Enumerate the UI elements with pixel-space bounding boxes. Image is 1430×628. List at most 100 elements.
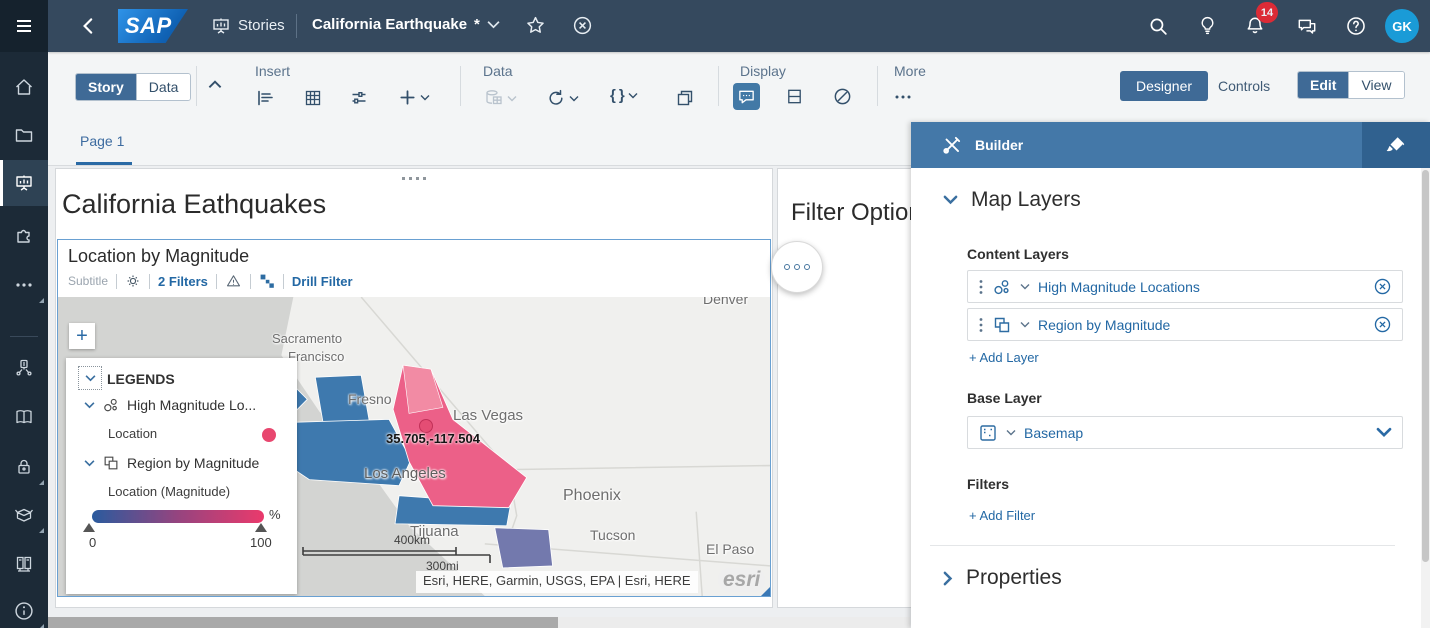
sidebar-item-about[interactable]: [0, 588, 48, 628]
chevron-down-icon[interactable]: [1006, 429, 1016, 436]
formula-button[interactable]: { }: [610, 87, 638, 104]
sidebar-item-stories[interactable]: [0, 160, 48, 206]
legend-layer2-row[interactable]: Region by Magnitude: [84, 454, 259, 472]
insert-input-control-button[interactable]: [349, 88, 369, 108]
stories-nav-label[interactable]: Stories: [238, 17, 285, 34]
chevron-right-icon: [943, 571, 953, 585]
sidebar-item-home[interactable]: [0, 64, 48, 110]
designer-button[interactable]: Designer: [1120, 71, 1209, 101]
sidebar-item-modeler[interactable]: [0, 344, 48, 390]
main-widget-group[interactable]: California Eathquakes Location by Magnit…: [55, 168, 773, 608]
insights-button[interactable]: [1197, 15, 1218, 36]
comment-mode-button[interactable]: [733, 83, 760, 110]
drag-handle-icon[interactable]: [978, 279, 984, 295]
widget-drag-handle[interactable]: [402, 177, 426, 180]
layer-row-high-magnitude[interactable]: High Magnitude Locations: [967, 270, 1403, 303]
page-title[interactable]: California Eathquakes: [62, 189, 327, 219]
insert-group-label: Insert: [255, 63, 291, 79]
drill-icon[interactable]: [259, 273, 275, 289]
remove-layer-icon[interactable]: [1373, 315, 1392, 334]
data-tab[interactable]: Data: [135, 74, 191, 100]
geo-map-widget[interactable]: Location by Magnitude Subtitle 2 Filters…: [57, 239, 771, 597]
tab-page-1[interactable]: Page 1: [75, 133, 133, 165]
builder-scrollbar[interactable]: [1421, 168, 1430, 628]
datasource-button[interactable]: [484, 88, 517, 108]
drag-handle-icon[interactable]: [978, 317, 984, 333]
story-tab[interactable]: Story: [76, 74, 136, 100]
legend-layer1-row[interactable]: High Magnitude Lo...: [84, 396, 256, 414]
basemap-value[interactable]: Basemap: [1024, 424, 1084, 441]
prompt-gear-icon[interactable]: [125, 273, 141, 289]
add-filter-link[interactable]: + Add Filter: [969, 508, 1036, 523]
back-button[interactable]: [78, 15, 100, 37]
more-tools-button[interactable]: [894, 92, 912, 102]
sidebar-item-security[interactable]: [0, 444, 48, 490]
add-layer-link[interactable]: + Add Layer: [969, 350, 1039, 365]
legend-collapse-button[interactable]: [78, 366, 102, 390]
sidebar-item-catalog[interactable]: [0, 394, 48, 440]
gradient-max-handle[interactable]: [255, 523, 267, 532]
discussions-button[interactable]: [1296, 16, 1318, 38]
map-canvas[interactable]: Sacramento Francisco Fresno Las Vegas Lo…: [58, 297, 770, 596]
map-zoom-in-button[interactable]: +: [69, 323, 95, 349]
sidebar-item-connections[interactable]: [0, 541, 48, 587]
view-mode-tab[interactable]: View: [1348, 72, 1404, 98]
close-circle-icon: [573, 16, 592, 35]
favorite-button[interactable]: [525, 15, 546, 36]
copy-button[interactable]: [675, 88, 695, 108]
scrollbar-thumb[interactable]: [48, 617, 558, 628]
user-avatar[interactable]: GK: [1385, 9, 1419, 43]
gradient-min-handle[interactable]: [83, 523, 95, 532]
sidebar-item-content-network[interactable]: [0, 492, 48, 538]
remove-layer-icon[interactable]: [1373, 277, 1392, 296]
city-label: El Paso: [706, 541, 755, 557]
scale-lines: [302, 547, 491, 563]
chevron-down-icon[interactable]: [1020, 283, 1030, 290]
city-label: Tijuana: [410, 523, 459, 540]
data-point-marker[interactable]: [419, 419, 433, 433]
insert-chart-button[interactable]: [255, 88, 275, 108]
sidebar-item-more[interactable]: [0, 262, 48, 308]
insert-table-button[interactable]: [303, 88, 323, 108]
controls-button[interactable]: Controls: [1218, 78, 1271, 94]
collapse-toolbar-button[interactable]: [208, 80, 222, 89]
widget-more-actions-button[interactable]: [771, 241, 823, 293]
chevron-down-icon[interactable]: [84, 401, 95, 409]
pause-refresh-button[interactable]: [832, 86, 853, 107]
dropdown-chevron-icon[interactable]: [1376, 427, 1392, 438]
warning-icon[interactable]: [225, 273, 242, 289]
split-view-button[interactable]: [785, 87, 804, 106]
layer-name[interactable]: High Magnitude Locations: [1038, 278, 1200, 295]
menu-button[interactable]: [0, 0, 48, 52]
help-button[interactable]: [1345, 15, 1367, 37]
layer-row-region-by-magnitude[interactable]: Region by Magnitude: [967, 308, 1403, 341]
search-button[interactable]: [1148, 16, 1169, 37]
story-toolbar: Story Data Insert Data { } Display: [48, 52, 1430, 120]
city-label: Denver: [703, 297, 749, 307]
properties-title: Properties: [966, 566, 1062, 589]
chevron-down-icon[interactable]: [1020, 321, 1030, 328]
basemap-dropdown[interactable]: Basemap: [967, 416, 1403, 449]
properties-section-header[interactable]: Properties: [943, 566, 1062, 590]
sidebar-item-extensions[interactable]: [0, 212, 48, 258]
scrollbar-thumb[interactable]: [1422, 170, 1429, 562]
drill-filter-link[interactable]: Drill Filter: [291, 273, 353, 289]
chevron-down-icon[interactable]: [84, 459, 95, 467]
document-title[interactable]: California Earthquake *: [312, 16, 500, 33]
chart-title[interactable]: Location by Magnitude: [68, 246, 250, 266]
hamburger-icon: [17, 20, 31, 32]
insert-add-button[interactable]: [398, 88, 430, 107]
layer-name[interactable]: Region by Magnitude: [1038, 316, 1171, 333]
sidebar-item-files[interactable]: [0, 112, 48, 158]
refresh-button[interactable]: [546, 88, 579, 108]
styling-tab[interactable]: [1362, 122, 1430, 168]
subtitle-placeholder[interactable]: Subtitle: [68, 274, 109, 288]
filters-label: Filters: [967, 476, 1010, 492]
edit-mode-tab[interactable]: Edit: [1298, 72, 1349, 98]
notifications-button[interactable]: [1244, 15, 1266, 37]
filters-link[interactable]: 2 Filters: [158, 273, 208, 289]
close-document-button[interactable]: [572, 15, 593, 36]
widget-resize-handle[interactable]: [761, 587, 770, 596]
map-layers-section-header[interactable]: Map Layers: [943, 188, 1081, 212]
canvas-horizontal-scrollbar[interactable]: [48, 617, 910, 628]
